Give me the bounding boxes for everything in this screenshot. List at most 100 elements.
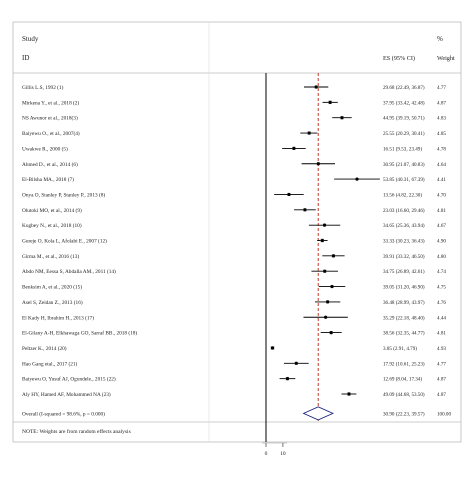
study-label: Aly HY, Hamed AF, Mohammed NA (23) <box>22 391 111 398</box>
study-weight: 4.70 <box>437 192 446 198</box>
study-label: Mirkena Y., et al., 2018 (2) <box>22 99 79 106</box>
point-estimate <box>347 392 351 396</box>
study-es-ci: 34.75 (26.89, 42.61) <box>383 268 425 275</box>
point-estimate <box>287 192 291 197</box>
study-label: Abdo NM, Eessa S, Abdalla AM., 2011 (14) <box>22 268 116 275</box>
point-estimate <box>331 254 336 258</box>
point-estimate <box>292 146 296 150</box>
study-row: El-Gilany A-H, Elkhawaga GO, Sarraf BB.,… <box>22 330 446 337</box>
point-estimate <box>322 223 327 227</box>
study-label: El Kady H, Ibrahim H., 2013 (17) <box>22 314 94 321</box>
study-es-ci: 37.95 (33.42, 42.48) <box>383 99 425 106</box>
study-label: Onya O, Stanley P, Stanley P., 2013 (8) <box>22 191 105 198</box>
study-es-ci: 13.56 (4.82, 22.30) <box>383 191 422 198</box>
study-rows: Gillis L.S, 1992 (1) 29.68 (22.49, 36.87)… <box>22 73 451 422</box>
x-axis: 0 10 <box>262 442 287 457</box>
point-estimate <box>355 177 359 181</box>
study-row: Girma M., et al., 2016 (13) 39.91 (33.32,… <box>22 253 446 260</box>
header-es: ES (95% CI) <box>383 55 415 62</box>
study-label: Peltzer K., 2014 (20) <box>22 345 67 352</box>
study-label: El-Gilany A-H, Elkhawaga GO, Sarraf BB.,… <box>22 330 137 337</box>
point-estimate <box>303 208 307 212</box>
study-row: Peltzer K., 2014 (20) 3.85 (2.91, 4.79) 4.… <box>22 345 446 352</box>
study-weight: 4.93 <box>437 346 446 352</box>
point-estimate <box>270 346 275 350</box>
point-estimate <box>320 238 324 243</box>
study-row: Ahmed D., et al., 2014 (6) 30.95 (21.07, … <box>22 161 446 168</box>
study-weight: 4.64 <box>437 162 446 168</box>
study-label: Gureje O, Kola L, Afolabi E., 2007 (12) <box>22 238 107 245</box>
study-weight: 4.67 <box>437 223 446 229</box>
plot-frame <box>12 21 462 443</box>
study-weight: 4.87 <box>437 377 446 383</box>
study-weight: 4.87 <box>437 392 446 398</box>
study-row: Benksim A, et al., 2020 (15) 39.05 (31.20… <box>22 284 446 291</box>
study-es-ci: 49.09 (44.68, 53.50) <box>383 391 425 398</box>
study-label: Baiyewu O., et al., 2007(4) <box>22 130 80 137</box>
study-es-ci: 30.95 (21.07, 40.83) <box>383 161 425 168</box>
study-weight: 4.90 <box>437 239 446 245</box>
overall-diamond <box>302 406 334 421</box>
study-weight: 4.41 <box>437 177 446 183</box>
header-weight: Weight <box>437 55 455 62</box>
study-es-ci: 29.68 (22.49, 36.87) <box>383 84 425 91</box>
study-es-ci: 44.95 (39.19, 50.71) <box>383 115 425 122</box>
study-label: Kugbey N., et al., 2018 (10) <box>22 222 82 229</box>
header-weight-pct: % <box>437 35 443 43</box>
study-weight: 4.77 <box>437 85 446 91</box>
study-es-ci: 23.03 (16.60, 29.46) <box>383 207 425 214</box>
point-estimate <box>323 269 327 273</box>
study-row: Uwakwe R., 2000 (5) 16.51 (9.53, 23.49) 4.… <box>22 145 446 152</box>
footnote: NOTE: Weights are from random effects an… <box>22 428 131 435</box>
study-label: Hao Gang etal., 2017 (21) <box>22 360 78 367</box>
x-tick-label: 0 <box>265 451 268 457</box>
point-estimate <box>314 85 318 89</box>
study-es-ci: 39.05 (31.20, 46.90) <box>383 284 425 291</box>
study-weight: 4.44 <box>437 315 446 321</box>
study-row: Baiyewu O, Yusuf AJ, Ogundele., 2015 (22… <box>22 376 446 383</box>
study-row: Asel S, Zeidan Z., 2013 (16) 36.48 (28.99… <box>22 299 446 306</box>
overall-es-ci: 30.90 (22.23, 39.57) <box>383 410 425 417</box>
study-weight: 4.85 <box>437 131 446 137</box>
study-row: Mirkena Y., et al., 2018 (2) 37.95 (33.42… <box>22 99 446 106</box>
study-weight: 4.78 <box>437 146 446 152</box>
study-es-ci: 17.92 (10.61, 25.23) <box>383 360 425 367</box>
study-row: Aly HY, Hamed AF, Mohammed NA (23) 49.09 … <box>22 391 446 398</box>
point-estimate <box>328 100 332 104</box>
study-es-ci: 39.91 (33.32, 46.50) <box>383 253 425 260</box>
study-es-ci: 12.69 (8.04, 17.34) <box>383 376 422 383</box>
point-estimate <box>330 284 334 289</box>
point-estimate <box>329 331 333 335</box>
study-label: Asel S, Zeidan Z., 2013 (16) <box>22 299 83 306</box>
study-es-ci: 34.65 (25.36, 43.94) <box>383 222 425 229</box>
study-weight: 4.87 <box>437 100 446 106</box>
point-estimate <box>285 377 290 381</box>
header-study: Study <box>22 35 39 43</box>
header-id: ID <box>22 54 29 62</box>
study-weight: 4.75 <box>437 285 446 291</box>
study-label: Uwakwe R., 2000 (5) <box>22 145 68 152</box>
study-es-ci: 36.48 (28.99, 43.97) <box>383 299 425 306</box>
study-es-ci: 3.85 (2.91, 4.79) <box>383 345 417 352</box>
x-tick-label: 10 <box>280 451 286 457</box>
point-estimate <box>326 300 330 304</box>
study-row: Kugbey N., et al., 2018 (10) 34.65 (25.36… <box>22 222 446 229</box>
study-label: Benksim A, et al., 2020 (15) <box>22 284 82 291</box>
point-estimate <box>294 361 298 365</box>
study-row: Hao Gang etal., 2017 (21) 17.92 (10.61, 2… <box>22 360 446 367</box>
study-weight: 4.81 <box>437 331 446 337</box>
study-weight: 4.80 <box>437 254 446 260</box>
point-estimate <box>307 131 311 135</box>
study-weight: 4.76 <box>437 300 446 306</box>
study-label: Gillis L.S, 1992 (1) <box>22 84 64 91</box>
study-row: Onya O, Stanley P, Stanley P., 2013 (8) 1… <box>22 191 446 198</box>
study-weight: 4.81 <box>437 208 446 214</box>
overall-row: Overall (I-squared = 98.6%, p = 0.000) 30… <box>22 406 451 421</box>
study-weight: 4.83 <box>437 116 446 122</box>
study-weight: 4.74 <box>437 269 446 275</box>
study-row: NS Awunor et al., 2018(3) 44.95 (39.19, 5… <box>22 115 446 122</box>
study-label: NS Awunor et al., 2018(3) <box>22 115 78 122</box>
point-estimate <box>340 116 344 120</box>
